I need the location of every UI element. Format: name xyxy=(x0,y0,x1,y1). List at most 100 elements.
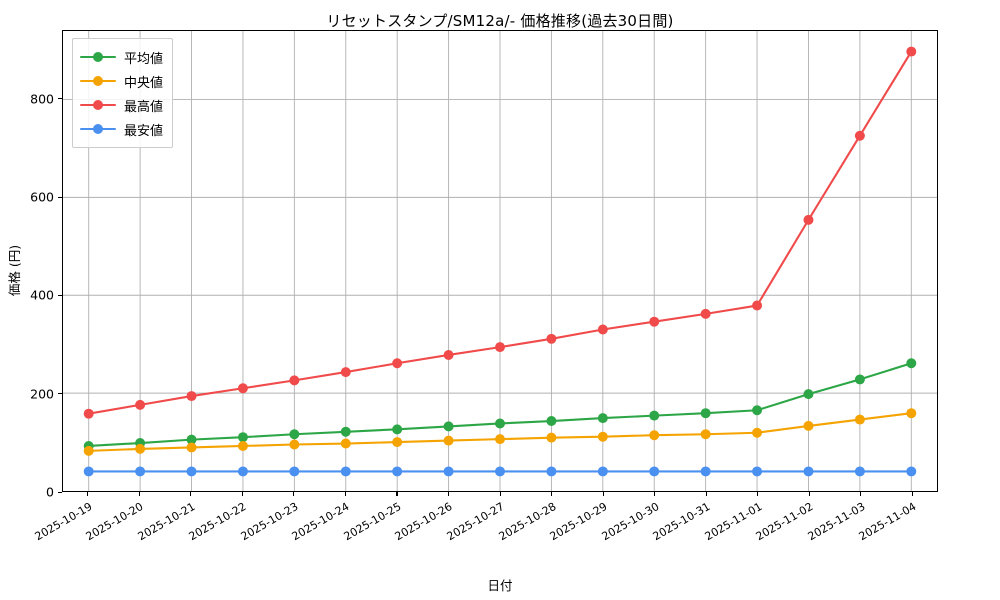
data-point xyxy=(83,445,94,456)
x-tick-mark xyxy=(293,492,295,496)
legend-item-median[interactable]: 中央値 xyxy=(80,69,163,93)
y-tick-mark xyxy=(58,294,62,296)
legend-item-max[interactable]: 最高値 xyxy=(80,93,163,117)
y-tick-label: 600 xyxy=(30,189,54,205)
data-point xyxy=(700,466,711,477)
data-point xyxy=(495,434,505,445)
data-series-layer xyxy=(83,46,917,477)
x-tick-mark xyxy=(602,492,604,496)
data-point xyxy=(495,342,505,353)
data-point xyxy=(186,434,197,445)
x-tick-mark xyxy=(138,492,140,496)
data-point xyxy=(649,430,660,441)
series-line-2 xyxy=(87,50,913,415)
x-tick-mark xyxy=(499,492,501,496)
chart-title: リセットスタンプ/SM12a/- 価格推移(過去30日間) xyxy=(326,12,674,30)
data-point xyxy=(237,466,248,477)
x-tick-mark xyxy=(344,492,346,496)
data-point xyxy=(546,333,557,344)
data-point xyxy=(495,466,505,477)
data-point xyxy=(340,367,351,378)
data-point xyxy=(443,466,454,477)
plot-area xyxy=(62,30,938,492)
data-point xyxy=(83,466,94,477)
data-point xyxy=(854,466,865,477)
data-point xyxy=(340,466,351,477)
x-tick-mark xyxy=(190,492,192,496)
data-point xyxy=(752,405,763,416)
x-tick-mark xyxy=(241,492,243,496)
data-point xyxy=(289,429,300,440)
x-tick-mark xyxy=(705,492,707,496)
data-point xyxy=(906,408,917,419)
data-point xyxy=(803,214,814,225)
data-point xyxy=(752,300,763,311)
x-tick-mark xyxy=(860,492,862,496)
x-tick-mark xyxy=(87,492,89,496)
x-tick-mark xyxy=(808,492,810,496)
data-point xyxy=(289,375,300,386)
x-tick-mark xyxy=(551,492,553,496)
data-point xyxy=(289,439,300,450)
x-tick-mark xyxy=(911,492,913,496)
data-point xyxy=(700,429,711,440)
data-point xyxy=(135,466,146,477)
data-point xyxy=(237,383,248,394)
data-point xyxy=(443,349,454,360)
legend-label-mean: 平均値 xyxy=(124,51,164,67)
data-point xyxy=(186,391,197,402)
y-tick-label: 0 xyxy=(46,484,54,500)
data-point xyxy=(340,438,351,449)
legend-swatch-max-icon xyxy=(80,98,116,112)
y-tick-mark xyxy=(58,393,62,395)
legend-dot-min xyxy=(93,124,103,134)
data-point xyxy=(237,440,248,451)
data-point xyxy=(906,466,917,477)
data-point xyxy=(135,443,146,454)
y-tick-label: 200 xyxy=(30,386,54,402)
data-point xyxy=(803,420,814,431)
x-tick-mark xyxy=(757,492,759,496)
legend-swatch-mean-icon xyxy=(80,50,116,64)
data-point xyxy=(854,414,865,425)
data-point xyxy=(83,408,94,419)
legend-item-min[interactable]: 最安値 xyxy=(80,117,163,141)
legend-dot-max xyxy=(93,100,103,110)
data-point xyxy=(597,431,608,442)
legend-label-min: 最安値 xyxy=(124,123,164,139)
data-point xyxy=(854,374,865,385)
y-tick-label: 800 xyxy=(30,91,54,107)
data-point xyxy=(289,466,300,477)
legend-dot-median xyxy=(93,76,103,86)
data-point xyxy=(237,432,248,443)
x-tick-mark xyxy=(654,492,656,496)
legend-item-mean[interactable]: 平均値 xyxy=(80,45,163,69)
data-point xyxy=(135,399,146,410)
legend-swatch-median-icon xyxy=(80,74,116,88)
legend-label-max: 最高値 xyxy=(124,99,164,115)
data-point xyxy=(392,358,403,369)
y-tick-mark xyxy=(58,98,62,100)
data-point xyxy=(597,324,608,335)
x-axis-label: 日付 xyxy=(487,578,513,593)
x-tick-mark xyxy=(447,492,450,496)
data-point xyxy=(546,416,557,427)
data-point xyxy=(700,408,711,419)
data-point xyxy=(803,466,814,477)
y-tick-mark xyxy=(58,491,62,493)
data-point xyxy=(392,437,403,448)
data-point xyxy=(186,466,197,477)
x-tick-mark xyxy=(396,492,398,496)
data-point xyxy=(597,466,608,477)
data-point xyxy=(649,466,660,477)
data-point xyxy=(443,421,454,432)
y-tick-label: 400 xyxy=(30,287,54,303)
data-point xyxy=(906,46,917,57)
legend-dot-mean xyxy=(93,52,103,62)
data-point xyxy=(803,389,814,400)
legend-label-median: 中央値 xyxy=(124,75,164,91)
y-tick-mark xyxy=(58,196,62,198)
data-point xyxy=(906,358,917,369)
series-line-0 xyxy=(87,362,913,448)
